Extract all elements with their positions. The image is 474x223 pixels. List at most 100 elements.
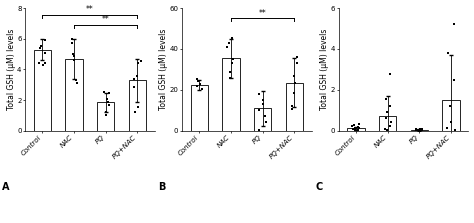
Point xyxy=(135,105,142,109)
Point xyxy=(446,105,454,108)
Bar xyxy=(191,85,208,131)
Point xyxy=(193,84,201,88)
Bar xyxy=(442,100,460,131)
Point xyxy=(228,62,236,65)
Point xyxy=(417,128,424,132)
Point xyxy=(69,52,76,56)
Point xyxy=(226,76,234,79)
Point xyxy=(382,128,389,131)
Point xyxy=(351,127,358,130)
Point xyxy=(447,120,455,124)
Point xyxy=(70,55,77,58)
Bar xyxy=(65,59,83,131)
Point xyxy=(255,92,263,96)
Point xyxy=(351,128,358,131)
Text: **: ** xyxy=(86,5,94,14)
Point xyxy=(350,123,357,127)
Y-axis label: Total GSH (μM) levels: Total GSH (μM) levels xyxy=(7,29,16,110)
Point xyxy=(228,36,236,39)
Point xyxy=(413,127,420,131)
Y-axis label: Total GSH (μM) levels: Total GSH (μM) levels xyxy=(159,29,168,110)
Point xyxy=(259,103,267,106)
Bar xyxy=(410,130,428,131)
Point xyxy=(69,41,76,44)
Point xyxy=(227,70,234,73)
Point xyxy=(387,124,394,128)
Point xyxy=(355,125,362,128)
Point xyxy=(290,74,298,77)
Point xyxy=(100,90,107,93)
Point xyxy=(290,91,298,95)
Point xyxy=(255,109,263,112)
Point xyxy=(106,103,113,107)
Point xyxy=(36,46,44,50)
Point xyxy=(349,128,357,131)
Bar xyxy=(128,80,146,131)
Point xyxy=(39,63,47,67)
Point xyxy=(414,128,422,131)
Point xyxy=(356,126,363,130)
Point xyxy=(131,110,138,114)
Point xyxy=(229,58,237,61)
Point xyxy=(450,23,457,26)
Bar xyxy=(347,128,365,131)
Point xyxy=(383,111,391,114)
Point xyxy=(102,113,109,117)
Point xyxy=(73,81,80,85)
Point xyxy=(41,51,48,54)
Point xyxy=(418,128,425,131)
Point xyxy=(444,51,451,55)
Point xyxy=(291,81,299,85)
Point xyxy=(383,116,390,119)
Point xyxy=(382,97,390,101)
Point xyxy=(293,62,301,65)
Point xyxy=(260,98,267,102)
Y-axis label: Total GSH (μM) levels: Total GSH (μM) levels xyxy=(320,29,329,110)
Text: **: ** xyxy=(102,15,109,24)
Point xyxy=(137,59,145,63)
Point xyxy=(348,125,356,128)
Point xyxy=(255,128,263,132)
Bar xyxy=(97,102,114,131)
Point xyxy=(288,105,295,108)
Point xyxy=(412,128,419,132)
Point xyxy=(194,79,202,83)
Point xyxy=(444,127,451,130)
Point xyxy=(415,129,423,132)
Point xyxy=(41,39,49,42)
Point xyxy=(356,122,363,126)
Point xyxy=(387,120,394,124)
Point xyxy=(451,128,458,131)
Point xyxy=(450,78,458,81)
Text: C: C xyxy=(315,182,322,192)
Bar xyxy=(254,108,271,131)
Point xyxy=(106,91,113,95)
Point xyxy=(133,74,141,77)
Point xyxy=(386,105,393,108)
Point xyxy=(73,78,80,82)
Text: **: ** xyxy=(259,9,266,18)
Point xyxy=(225,41,233,45)
Point xyxy=(261,114,269,117)
Point xyxy=(386,72,394,75)
Point xyxy=(416,128,424,131)
Text: A: A xyxy=(1,182,9,192)
Point xyxy=(68,37,76,41)
Point xyxy=(293,55,301,59)
Point xyxy=(223,45,231,49)
Point xyxy=(351,123,358,126)
Point xyxy=(354,128,361,132)
Point xyxy=(130,77,137,81)
Point xyxy=(134,62,141,65)
Point xyxy=(383,128,391,132)
Text: B: B xyxy=(158,182,166,192)
Point xyxy=(419,128,426,132)
Point xyxy=(263,120,270,124)
Point xyxy=(193,77,201,81)
Point xyxy=(130,85,138,89)
Point xyxy=(42,61,49,64)
Point xyxy=(37,44,45,47)
Bar xyxy=(379,116,396,131)
Point xyxy=(70,58,78,62)
Bar xyxy=(222,58,239,131)
